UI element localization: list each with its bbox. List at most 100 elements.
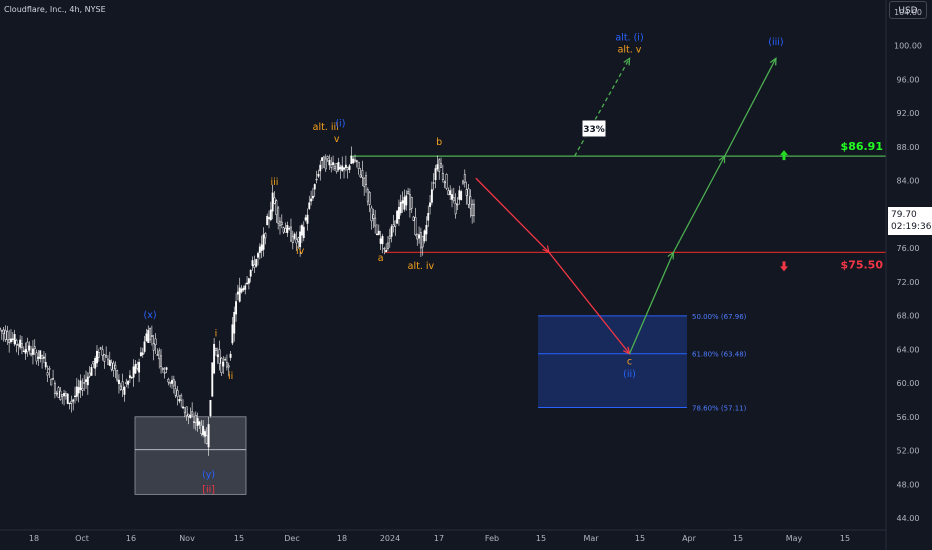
candle-body	[172, 379, 175, 387]
candle-body	[365, 175, 367, 185]
candle-body	[185, 406, 188, 416]
candle-body	[280, 221, 283, 225]
candle-body	[229, 353, 232, 358]
wave-label: (x)	[144, 310, 157, 321]
candle-body	[354, 159, 356, 162]
candle-body	[255, 259, 258, 267]
fib-label: 50.00% (67.96)	[692, 313, 747, 321]
candle-body	[11, 338, 14, 340]
candle-body	[381, 236, 384, 245]
candle-body	[233, 311, 236, 334]
candle-body	[108, 360, 111, 366]
candle-body	[319, 164, 322, 172]
projections: 33%	[475, 57, 777, 355]
candle-body	[238, 287, 241, 302]
candle-body	[236, 291, 239, 295]
candle-body	[394, 220, 397, 227]
candle-body	[368, 192, 371, 205]
candle-body	[304, 217, 307, 221]
candle-body	[10, 338, 12, 343]
projection-midarrow	[718, 154, 726, 164]
x-tick-label: 18	[337, 534, 347, 543]
candle-body	[333, 166, 336, 169]
y-tick-label: 44.00	[897, 514, 920, 523]
candle-body	[147, 329, 150, 343]
candle-body	[438, 159, 441, 172]
candle-body	[246, 282, 249, 285]
candle-body	[214, 348, 217, 351]
candle-body	[114, 364, 117, 369]
candle-body	[53, 382, 56, 394]
candle-body	[85, 379, 87, 382]
candle-body	[202, 426, 205, 436]
candle-body	[41, 355, 44, 359]
candle-body	[321, 157, 324, 161]
candle-body	[279, 221, 281, 226]
candle-body	[161, 367, 164, 370]
projection-midarrow	[542, 245, 550, 254]
candle-body	[363, 177, 366, 187]
candle-body	[57, 387, 60, 398]
candle-body	[458, 190, 461, 200]
fib-label: 61.80% (63.48)	[692, 351, 747, 359]
candle-body	[339, 167, 342, 170]
wave-label: (y)	[202, 470, 215, 481]
candle-body	[44, 361, 47, 368]
candle-body	[22, 350, 25, 353]
candle-body	[451, 194, 453, 200]
probability-label: 33%	[583, 125, 605, 135]
y-tick-label: 68.00	[897, 312, 920, 321]
candle-body	[290, 226, 292, 242]
currency-button[interactable]: USD	[889, 1, 927, 19]
candle-body	[204, 431, 206, 437]
down-arrow-icon	[780, 261, 788, 272]
wave-label: ii	[228, 371, 233, 382]
candle-body	[408, 194, 411, 210]
candle-body	[224, 359, 227, 361]
candle-body	[324, 158, 327, 170]
candle-body	[392, 224, 395, 227]
candle-body	[24, 349, 27, 354]
projection-green	[628, 58, 777, 354]
candle-body	[346, 167, 349, 170]
candle-body	[90, 367, 93, 376]
x-tick-label: 15	[234, 534, 244, 543]
y-tick-label: 96.00	[897, 75, 920, 84]
grey-rect	[134, 416, 247, 495]
candle-body	[107, 358, 109, 365]
candle-body	[301, 225, 303, 236]
candle-body	[315, 178, 318, 181]
candle-body	[240, 288, 243, 293]
candle-body	[225, 362, 228, 368]
candle-body	[4, 330, 7, 340]
candle-body	[52, 378, 55, 380]
x-tick-label: Oct	[75, 534, 89, 543]
candle-body	[273, 197, 276, 204]
candle-body	[132, 366, 135, 378]
candle-body	[355, 160, 358, 162]
wave-label: alt. iii	[313, 122, 339, 133]
candle-body	[361, 170, 364, 178]
candle-body	[322, 156, 325, 168]
fib-rect	[538, 315, 687, 408]
candle-body	[416, 233, 419, 240]
candle-body	[205, 435, 208, 444]
candle-body	[308, 202, 311, 209]
candle-body	[343, 167, 345, 170]
candle-body	[396, 210, 399, 224]
candle-body	[207, 424, 210, 448]
fib-zone: 50.00% (67.96) 61.80% (63.48) 78.60% (57.1…	[538, 313, 747, 412]
candle-body	[125, 381, 128, 384]
candle-body	[463, 174, 466, 183]
x-tick-label: May	[786, 534, 803, 543]
candle-body	[231, 324, 234, 344]
candle-body	[26, 341, 29, 352]
candle-body	[72, 399, 75, 402]
candle-body	[150, 335, 153, 337]
candle-body	[63, 393, 65, 397]
candle-body	[79, 380, 82, 390]
y-tick-label: 60.00	[897, 379, 920, 388]
candle-body	[21, 343, 23, 348]
